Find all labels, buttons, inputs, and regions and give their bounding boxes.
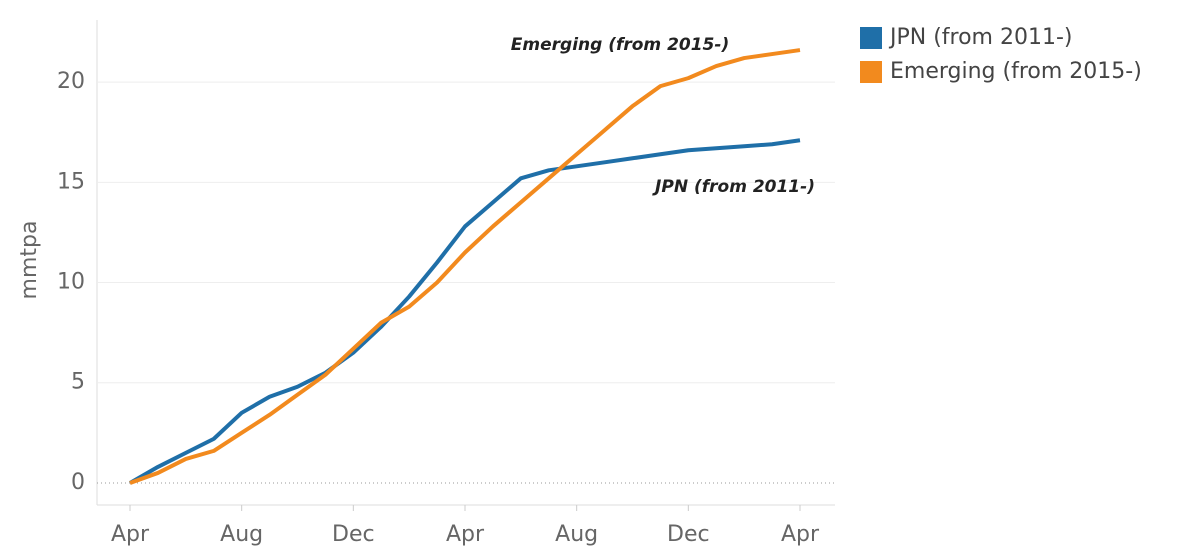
y-tick-label: 5 — [71, 370, 85, 395]
annotation: Emerging (from 2015-) — [511, 35, 729, 55]
y-tick-label: 0 — [71, 470, 85, 495]
x-tick-label: Apr — [111, 522, 150, 547]
x-tick-label: Aug — [555, 522, 598, 547]
y-tick-label: 20 — [57, 69, 85, 94]
legend-swatch — [860, 27, 882, 49]
series-line — [129, 48, 801, 485]
y-tick-label: 10 — [57, 270, 85, 295]
x-tick-label: Dec — [332, 522, 375, 547]
legend-label: Emerging (from 2015-) — [890, 59, 1142, 84]
legend-swatch — [860, 61, 882, 83]
y-axis-label: mmtpa — [17, 221, 42, 300]
x-tick-label: Apr — [781, 522, 820, 547]
series-line — [129, 138, 801, 485]
annotation: JPN (from 2011-) — [652, 177, 815, 197]
x-tick-label: Apr — [446, 522, 485, 547]
x-tick-label: Aug — [220, 522, 263, 547]
y-tick-label: 15 — [57, 169, 85, 194]
x-tick-label: Dec — [667, 522, 710, 547]
legend-label: JPN (from 2011-) — [888, 25, 1073, 50]
